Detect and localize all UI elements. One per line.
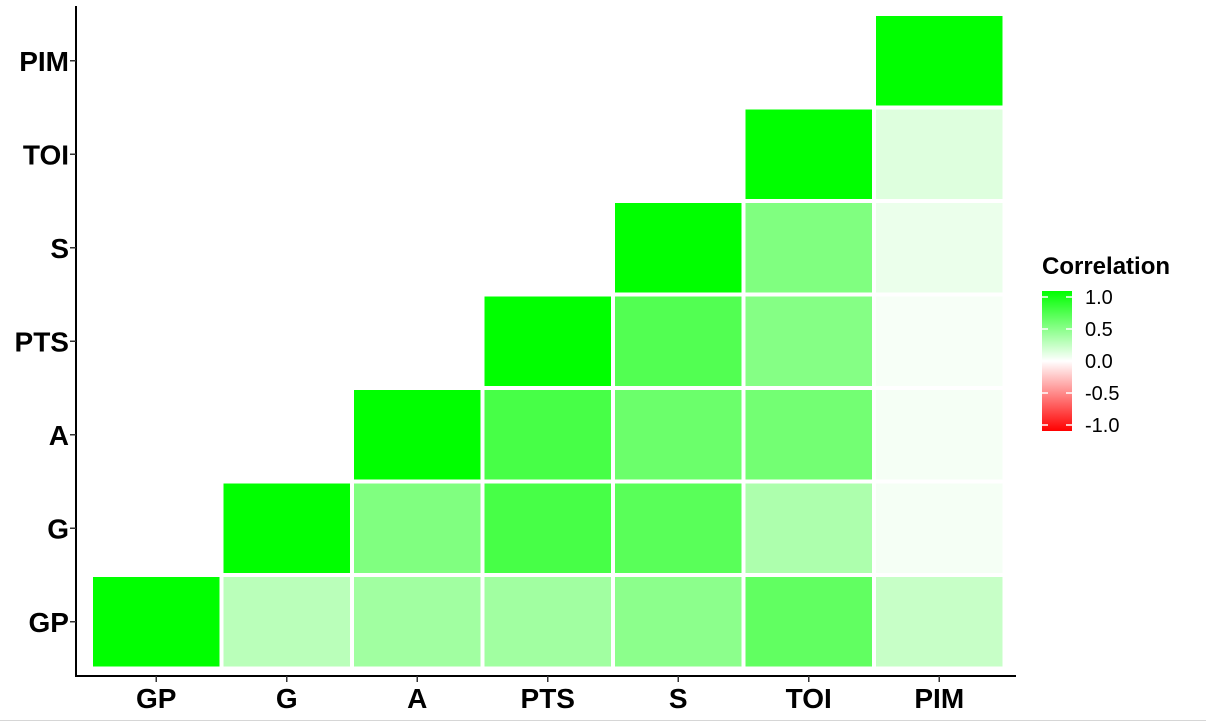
heatmap-cell-pim-pim [876, 16, 1003, 106]
legend-tick-label: 0.0 [1085, 351, 1113, 373]
y-tick-label-g: G [47, 513, 69, 544]
x-tick-label-s: S [669, 683, 688, 714]
legend-tick-label: 0.5 [1085, 319, 1113, 341]
heatmap-cell-pts-g [484, 483, 611, 573]
x-tick-label-pts: PTS [521, 683, 575, 714]
y-tick-label-toi: TOI [23, 139, 69, 170]
heatmap-cell-s-g [615, 483, 742, 573]
heatmap-cell-pim-gp [876, 577, 1003, 667]
heatmap-cells [93, 16, 1003, 667]
y-tick-label-s: S [50, 233, 69, 264]
heatmap-cell-pim-s [876, 203, 1003, 293]
y-axis-tick-labels: GP G A PTS S TOI PIM [15, 46, 76, 638]
legend-title: Correlation [1042, 253, 1170, 280]
heatmap-cell-pim-toi [876, 109, 1003, 199]
heatmap-cell-gp-gp [93, 577, 220, 667]
y-tick-label-pim: PIM [19, 46, 69, 77]
heatmap-cell-pim-g [876, 483, 1003, 573]
heatmap-cell-a-g [354, 483, 481, 573]
heatmap-cell-toi-toi [745, 109, 872, 199]
heatmap-cell-g-gp [223, 577, 350, 667]
heatmap-cell-s-s [615, 203, 742, 293]
legend: Correlation 1.0 0.5 0.0 -0.5 -1.0 [1042, 253, 1170, 437]
heatmap-cell-toi-g [745, 483, 872, 573]
legend-tick-label: -0.5 [1085, 383, 1119, 405]
y-tick-label-pts: PTS [15, 326, 69, 357]
x-tick-label-a: A [407, 683, 427, 714]
heatmap-cell-a-gp [354, 577, 481, 667]
x-tick-label-pim: PIM [914, 683, 964, 714]
heatmap-cell-toi-pts [745, 296, 872, 386]
heatmap-cell-toi-a [745, 390, 872, 480]
heatmap-cell-s-gp [615, 577, 742, 667]
x-axis-tick-labels: GP G A PTS S TOI PIM [136, 676, 964, 714]
heatmap-cell-pim-pts [876, 296, 1003, 386]
heatmap-cell-s-a [615, 390, 742, 480]
x-tick-label-g: G [276, 683, 298, 714]
heatmap-cell-pts-pts [484, 296, 611, 386]
heatmap-cell-pim-a [876, 390, 1003, 480]
heatmap-cell-g-g [223, 483, 350, 573]
heatmap-cell-s-pts [615, 296, 742, 386]
heatmap-cell-toi-gp [745, 577, 872, 667]
legend-tick-label: 1.0 [1085, 287, 1113, 309]
heatmap-cell-pts-gp [484, 577, 611, 667]
bottom-divider [0, 720, 1206, 721]
y-tick-label-a: A [49, 420, 69, 451]
heatmap-cell-toi-s [745, 203, 872, 293]
heatmap-cell-a-a [354, 390, 481, 480]
heatmap-cell-pts-a [484, 390, 611, 480]
x-tick-label-gp: GP [136, 683, 176, 714]
y-tick-label-gp: GP [29, 607, 69, 638]
legend-tick-label: -1.0 [1085, 415, 1119, 437]
x-tick-label-toi: TOI [786, 683, 832, 714]
